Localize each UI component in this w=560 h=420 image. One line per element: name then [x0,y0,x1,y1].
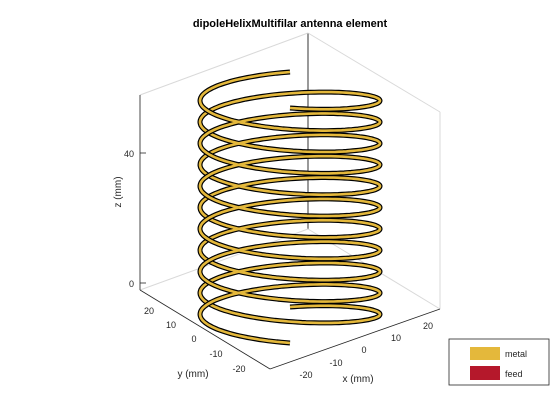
y-tick-label: 20 [144,306,154,316]
y-tick-label: 10 [166,320,176,330]
helix-strip-outline-2 [197,69,383,346]
box-edge-top-left [139,32,309,96]
x-tick-label: -20 [299,370,312,380]
x-tick-label: 20 [423,321,433,331]
z-tick-label: 0 [129,279,134,289]
y-tick-label: -20 [232,364,245,374]
x-tick-label: 10 [391,333,401,343]
helix-strip-1 [198,90,382,325]
z-tick-label: 40 [124,149,134,159]
chart-title: dipoleHelixMultifilar antenna element [193,18,388,30]
helix-strip-2 [198,70,382,345]
box-edge-top-right [307,32,441,113]
legend-feed-label: feed [505,369,523,379]
y-tick-label: 0 [191,334,196,344]
box-edge-back-bottom-left [139,228,309,291]
x-axis-line [269,308,441,370]
x-tick-label: 0 [361,345,366,355]
x-ticks: -20 -10 0 10 20 [299,321,433,380]
axis-lines [139,95,441,370]
z-axis-label: z (mm) [113,176,124,207]
x-axis-label: x (mm) [342,374,373,385]
legend-metal-swatch [470,347,500,360]
y-ticks: 20 10 0 -10 -20 [144,306,246,374]
legend-feed-swatch [470,366,500,380]
x-tick-label: -10 [329,358,342,368]
y-axis-label: y (mm) [177,369,208,380]
legend: metal feed [448,338,550,386]
legend-metal-label: metal [505,349,527,359]
z-ticks: 40 0 [124,149,146,289]
helix-antenna [197,69,383,346]
y-axis-line [139,289,271,370]
y-tick-label: -10 [209,349,222,359]
